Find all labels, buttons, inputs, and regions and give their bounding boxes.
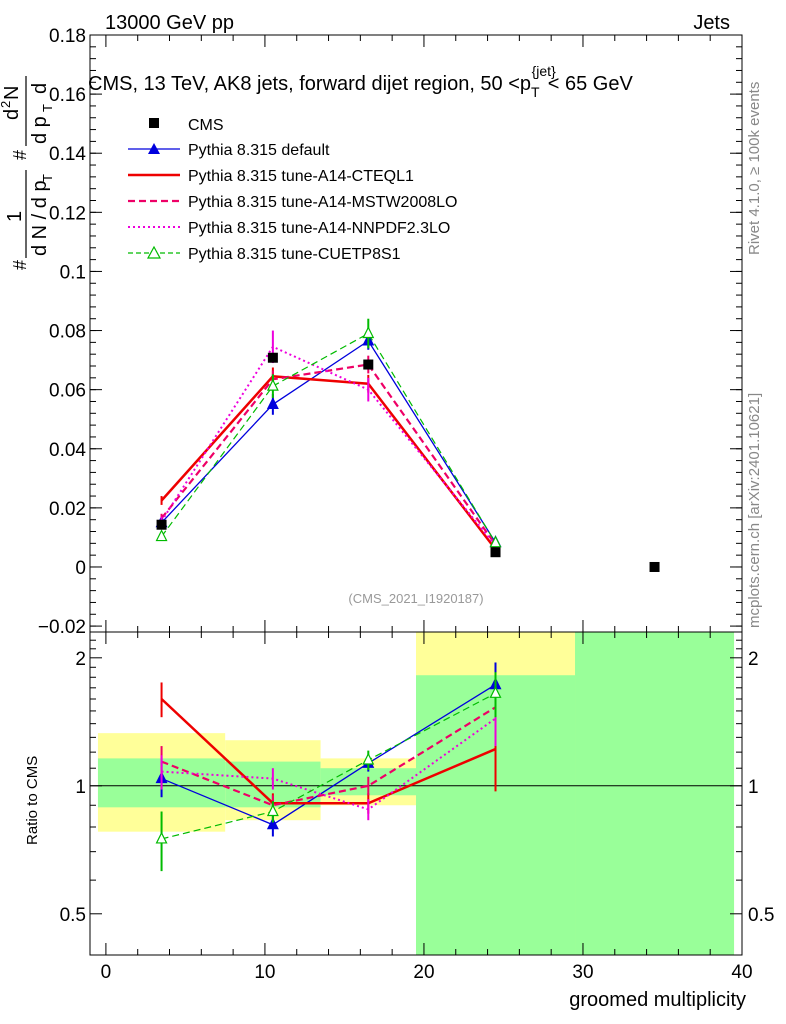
title-sub: T — [531, 84, 540, 100]
legend-default-marker — [148, 143, 160, 154]
series-1-ratio-line — [160, 698, 497, 805]
chart-title: CMS, 13 TeV, AK8 jets, forward dijet reg… — [88, 63, 633, 100]
y-tick-label: 0.18 — [49, 26, 86, 47]
x-tick-label: 0 — [101, 962, 112, 983]
header-right: Jets — [693, 12, 730, 34]
rivet-label: Rivet 4.1.0, ≥ 100k events — [746, 82, 763, 255]
ratio-plot-frame — [89, 631, 743, 956]
series-2-line — [160, 363, 497, 546]
series-4-ratio-line — [161, 692, 496, 840]
series-2-ratio-line — [161, 706, 497, 807]
y-tick-label: 0.16 — [49, 85, 86, 106]
cms-data-point-2 — [363, 359, 374, 370]
ratio-axes: 0.5 0.5 1 1 2 2 — [60, 639, 774, 956]
y-tick-label: 0.12 — [49, 203, 86, 224]
series-4-ratio-marker — [362, 752, 375, 765]
y-tick-label: 0.06 — [49, 381, 86, 402]
y-tick-label: 0.08 — [49, 322, 86, 343]
title-tail: < 65 GeV — [548, 73, 634, 95]
x-tick-label: 20 — [413, 962, 434, 983]
ylabel-T1: T — [40, 174, 55, 182]
legend-cms-marker — [149, 118, 159, 128]
series-4-marker — [489, 535, 502, 548]
x-tick-label: 10 — [254, 962, 275, 983]
legend-nnpdf-label: Pythia 8.315 tune-A14-NNPDF2.3LO — [188, 220, 450, 237]
header-left: 13000 GeV pp — [105, 12, 234, 34]
x-tick-label: 30 — [572, 962, 593, 983]
cms-data-point-1 — [267, 352, 278, 363]
ratio-ylabel: Ratio to CMS — [24, 756, 41, 845]
cms-data-point-4 — [649, 561, 660, 572]
series-4-ratio-marker — [155, 831, 168, 844]
legend-cuetp-label: Pythia 8.315 tune-CUETP8S1 — [188, 246, 401, 263]
series-4-ratio-marker — [266, 804, 279, 817]
ylabel-sq: 2 — [0, 101, 13, 108]
series-4-marker — [155, 529, 168, 542]
main-axes: −0.02 0 0.02 0.04 0.06 0.08 0.1 0.12 0.14 0.16 0.1… — [38, 26, 742, 638]
ratio-y-tick-label: 0.5 — [60, 905, 86, 926]
cms-data-point-3 — [490, 547, 501, 558]
main-ylabel: # d N / d p T 1 # d 2 N d p T d — [0, 76, 55, 270]
ylabel-T2: T — [40, 104, 55, 112]
ylabel-dN: d N / d p — [29, 180, 51, 256]
ylabel-d2: d — [1, 109, 23, 120]
ylabel-N: N — [1, 86, 23, 100]
x-tick-label: 40 — [731, 962, 752, 983]
series-4-ratio-marker — [489, 685, 502, 698]
series-0-ratio-marker — [266, 817, 279, 830]
y-tick-label: 0 — [75, 558, 86, 579]
title-main: CMS, 13 TeV, AK8 jets, forward dijet reg… — [88, 73, 531, 95]
ratio-band-green-4 — [575, 632, 735, 955]
ratio-bands — [97, 632, 735, 955]
ylabel-hash2: # — [10, 150, 30, 160]
title-sup: {jet} — [532, 63, 556, 79]
legend-mstw-label: Pythia 8.315 tune-A14-MSTW2008LO — [188, 194, 457, 211]
ylabel-one: 1 — [4, 211, 26, 222]
series-0-marker — [266, 397, 279, 410]
watermark: (CMS_2021_I1920187) — [348, 591, 483, 606]
x-axis: 0 10 20 30 40 — [101, 35, 753, 983]
data-layer — [156, 352, 660, 572]
y-tick-label: 0.14 — [49, 144, 86, 165]
legend: CMS Pythia 8.315 default Pythia 8.315 tu… — [128, 117, 457, 263]
series-4-line — [161, 332, 497, 544]
y-tick-label: −0.02 — [38, 617, 86, 638]
cms-data-point-0 — [156, 519, 167, 530]
y-tick-label: 0.1 — [60, 262, 86, 283]
legend-default-label: Pythia 8.315 default — [188, 142, 330, 159]
series-layer — [155, 318, 502, 553]
series-4-marker — [362, 326, 375, 339]
x-axis-label: groomed multiplicity — [569, 989, 746, 1011]
ratio-y-tick-label: 2 — [75, 649, 86, 670]
ylabel-dpT: d p — [29, 116, 51, 144]
ylabel-hash1: # — [10, 260, 30, 270]
y-tick-label: 0.02 — [49, 499, 86, 520]
ratio-y-tick-label: 1 — [75, 777, 86, 798]
series-4-marker — [266, 378, 279, 391]
ratio-y-tick-label-right: 2 — [748, 649, 759, 670]
series-3-ratio-line — [161, 717, 497, 811]
ratio-series-layer — [155, 662, 502, 872]
legend-cuetp-marker — [146, 245, 162, 259]
legend-cms-label: CMS — [188, 117, 224, 134]
ratio-y-tick-label-right: 0.5 — [748, 905, 774, 926]
y-tick-label: 0.04 — [49, 440, 86, 461]
mcplots-label: mcplots.cern.ch [arXiv:2401.10621] — [746, 393, 763, 628]
ratio-y-tick-label-right: 1 — [748, 777, 759, 798]
ylabel-d: d — [29, 83, 51, 94]
legend-cteql1-label: Pythia 8.315 tune-A14-CTEQL1 — [188, 168, 414, 185]
